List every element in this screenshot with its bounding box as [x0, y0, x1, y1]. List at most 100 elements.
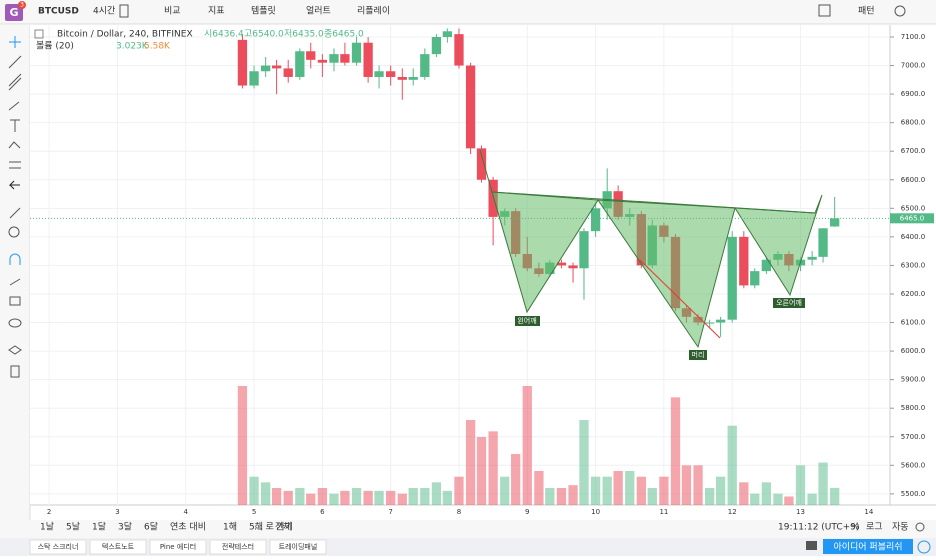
volume-value: 3.023K	[116, 42, 149, 52]
volume-bar	[522, 386, 532, 505]
volume-bar	[579, 420, 589, 505]
volume-bar	[465, 420, 476, 505]
chart-title: Bitcoin / Dollar, 240, BITFINEX	[57, 30, 193, 40]
tab[interactable]	[29, 539, 87, 555]
fullscreen[interactable]	[818, 4, 831, 17]
x-tick-label: 11	[659, 508, 668, 516]
settings[interactable]	[915, 522, 925, 532]
volume-bar	[363, 490, 373, 505]
pattern[interactable]: 패턴	[858, 6, 875, 17]
collapse[interactable]	[34, 29, 44, 39]
y-tick-label: 6200.0	[901, 290, 926, 298]
volume-bar	[431, 482, 442, 505]
volume-bar	[705, 488, 715, 505]
volume-bar	[249, 476, 259, 505]
candle-body	[237, 39, 248, 86]
play[interactable]	[917, 540, 931, 554]
candle-body	[271, 65, 282, 69]
range-button[interactable]: 3달	[118, 521, 132, 533]
publish-button[interactable]	[823, 539, 913, 554]
range-button[interactable]: 5날	[66, 522, 80, 533]
alert[interactable]: 얼러트	[306, 6, 331, 17]
volume-bar	[568, 485, 578, 505]
candle-body	[568, 265, 578, 269]
y-tick-label: 5600.0	[901, 461, 926, 469]
candle-body	[750, 271, 760, 286]
y-tick-label: 6900.0	[901, 90, 926, 98]
tab[interactable]	[89, 539, 147, 555]
percent[interactable]: %	[851, 523, 860, 533]
goto[interactable]: ... 로 가기	[254, 522, 293, 533]
volume-bar	[739, 482, 749, 505]
x-tick-label: 6	[320, 508, 325, 516]
volume-bar	[397, 493, 407, 505]
volume-bar	[613, 471, 623, 505]
candle-body	[715, 319, 726, 323]
head-shoulders-pattern[interactable]: 왼어깨 머리 오른어깨	[479, 149, 823, 360]
range-button[interactable]: 전체	[275, 522, 292, 533]
volume-bar	[534, 471, 544, 505]
candle-body	[830, 218, 840, 227]
candle-body	[340, 54, 350, 63]
volume-bar	[670, 397, 681, 505]
tab[interactable]	[209, 539, 267, 555]
volume-bar	[261, 482, 271, 505]
range-button[interactable]: 1해	[223, 522, 237, 533]
volume-bar	[317, 488, 328, 505]
volume-bar	[295, 488, 305, 505]
log[interactable]: 로그	[866, 523, 883, 533]
x-tick-label: 10	[591, 508, 600, 516]
tab-label: 트레이딩패널	[279, 542, 318, 551]
neckline	[491, 191, 816, 214]
candle-body	[705, 322, 715, 324]
tab-label: 텍스트노트	[102, 542, 135, 551]
auto[interactable]: 자동	[892, 522, 909, 533]
range-button[interactable]: 5해	[249, 522, 263, 533]
candle-body	[397, 76, 407, 80]
tab[interactable]	[149, 539, 207, 555]
camera[interactable]	[806, 541, 817, 550]
tool-icons[interactable]	[8, 36, 22, 378]
y-tick-label: 5700.0	[901, 433, 926, 441]
compare[interactable]: 비교	[164, 6, 181, 17]
ohlc-value: 종6465.0	[324, 29, 364, 40]
replay[interactable]: 리플레이	[357, 6, 390, 17]
candle-body	[408, 76, 418, 80]
volume-bar	[773, 493, 783, 505]
volume-bar	[659, 476, 669, 505]
templates[interactable]: 템플릿	[251, 5, 276, 17]
volume-bar	[340, 490, 350, 505]
interval[interactable]: 4시간	[93, 6, 115, 17]
logo[interactable]	[5, 4, 23, 21]
y-tick-label: 7000.0	[901, 62, 926, 70]
range-button[interactable]: 1달	[92, 521, 106, 533]
symbol[interactable]: BTCUSD	[38, 7, 79, 17]
volume-bar	[500, 476, 510, 505]
indicators[interactable]: 지표	[208, 6, 225, 17]
candle-body	[442, 31, 453, 37]
range-button[interactable]: 연초 대비	[170, 522, 206, 533]
candle-body	[476, 148, 487, 180]
y-tick-label: 6100.0	[901, 319, 926, 327]
candle-body	[807, 256, 817, 260]
volume-bar	[374, 490, 384, 505]
candle-icon[interactable]	[119, 4, 129, 18]
candle-body	[761, 259, 772, 272]
settings[interactable]	[894, 5, 906, 17]
candle-body	[306, 51, 316, 60]
volume-bar	[727, 425, 737, 505]
tab[interactable]	[269, 539, 327, 555]
last-price-box	[890, 213, 934, 224]
range-button[interactable]: 6달	[144, 521, 158, 533]
annotation: 왼어깨	[517, 316, 536, 325]
range-button[interactable]: 1날	[40, 522, 54, 533]
tab-label: 전략테스터	[222, 542, 254, 551]
label-box	[515, 316, 540, 326]
volume-ma: 5.58K	[144, 42, 171, 52]
candle-body	[818, 228, 828, 257]
logo-g: G	[9, 6, 18, 19]
left-shoulder	[491, 191, 599, 314]
candle-body	[431, 36, 442, 55]
volume-bar	[693, 465, 703, 505]
candle-body	[249, 71, 259, 86]
